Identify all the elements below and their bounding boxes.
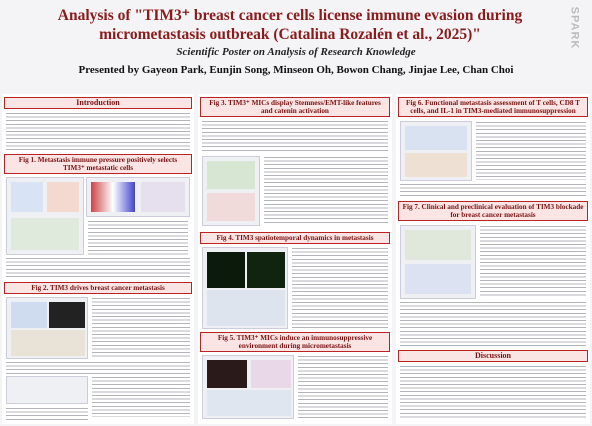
- body-text: [6, 362, 190, 374]
- section-header: Fig 3. TIM3⁺ MICs display Stemness/EMT-l…: [200, 97, 390, 117]
- figure: [202, 247, 288, 329]
- body-text: [400, 366, 586, 420]
- body-text: [292, 248, 388, 328]
- body-text: [476, 122, 586, 180]
- body-text: [6, 258, 190, 279]
- body-text: [92, 298, 190, 358]
- section-header: Fig 6. Functional metastasis assessment …: [398, 97, 588, 117]
- body-text: [400, 302, 586, 346]
- body-text: [6, 113, 190, 151]
- figure: [6, 177, 84, 255]
- section-header: Fig 4. TIM3 spatiotemporal dynamics in m…: [200, 232, 390, 244]
- section-header: Discussion: [398, 350, 588, 362]
- figure: [6, 297, 88, 359]
- figure: [6, 376, 88, 404]
- figure: [400, 225, 476, 299]
- body-text: [88, 221, 188, 255]
- subtitle: Scientific Poster on Analysis of Researc…: [176, 46, 416, 58]
- section-header: Fig 2. TIM3 drives breast cancer metasta…: [4, 282, 192, 294]
- poster-title: Analysis of "TIM3⁺ breast cancer cells l…: [57, 7, 523, 43]
- body-text: [400, 184, 586, 198]
- body-text: [480, 226, 586, 298]
- body-text: [6, 408, 88, 420]
- figure: [86, 177, 190, 217]
- body-text: [298, 356, 388, 418]
- figure: [202, 355, 294, 419]
- section-header: Fig 7. Clinical and preclinical evaluati…: [398, 201, 588, 221]
- body-text: [202, 121, 388, 153]
- section-header: Fig 5. TIM3⁺ MICs induce an immunosuppre…: [200, 332, 390, 352]
- body-text: [264, 157, 388, 225]
- body-text: [92, 377, 190, 417]
- figure: [400, 121, 472, 181]
- section-header: Fig 1. Metastasis immune pressure positi…: [4, 154, 192, 174]
- section-header: Introduction: [4, 97, 192, 109]
- figure: [202, 156, 260, 226]
- authors: Presented by Gayeon Park, Eunjin Song, M…: [78, 64, 514, 76]
- logo: SPARK: [568, 6, 581, 50]
